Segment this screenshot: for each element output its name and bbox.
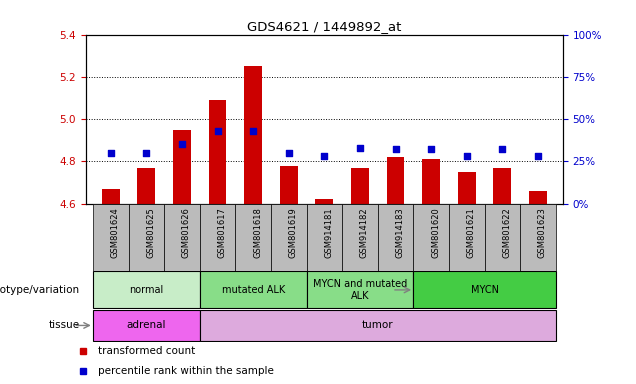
Point [533, 153, 543, 159]
Text: GSM914182: GSM914182 [360, 207, 369, 258]
Bar [93, 204, 128, 271]
Text: adrenal: adrenal [127, 320, 166, 331]
Text: GSM914181: GSM914181 [324, 207, 333, 258]
Bar [494, 168, 511, 204]
Point [355, 145, 365, 151]
Text: GSM801625: GSM801625 [146, 207, 155, 258]
Point [391, 146, 401, 152]
Bar [315, 199, 333, 204]
Bar [271, 204, 307, 271]
Text: percentile rank within the sample: percentile rank within the sample [98, 366, 273, 376]
Bar [387, 157, 404, 204]
Bar [164, 204, 200, 271]
Bar [280, 166, 298, 204]
Text: GSM801617: GSM801617 [218, 207, 226, 258]
Text: GSM801618: GSM801618 [253, 207, 262, 258]
Point [106, 150, 116, 156]
Text: tumor: tumor [362, 320, 394, 331]
Text: GSM801623: GSM801623 [538, 207, 547, 258]
Text: GSM914183: GSM914183 [396, 207, 404, 258]
Bar [200, 271, 307, 308]
Bar [449, 204, 485, 271]
Text: GSM801619: GSM801619 [289, 207, 298, 258]
Bar [351, 168, 369, 204]
Text: tissue: tissue [48, 320, 80, 331]
Text: GSM801622: GSM801622 [502, 207, 511, 258]
Bar [342, 204, 378, 271]
Text: MYCN: MYCN [471, 285, 499, 295]
Text: MYCN and mutated
ALK: MYCN and mutated ALK [313, 279, 407, 301]
Bar [209, 100, 226, 204]
Bar [307, 204, 342, 271]
Bar [93, 271, 200, 308]
Point [212, 128, 223, 134]
Bar [137, 168, 155, 204]
Bar [235, 204, 271, 271]
Bar [244, 66, 262, 204]
Point [319, 153, 329, 159]
Bar [529, 191, 547, 204]
Bar [200, 204, 235, 271]
Bar [520, 204, 556, 271]
Text: genotype/variation: genotype/variation [0, 285, 80, 295]
Bar [458, 172, 476, 204]
Bar [307, 271, 413, 308]
Bar [128, 204, 164, 271]
Text: transformed count: transformed count [98, 346, 195, 356]
Text: mutated ALK: mutated ALK [221, 285, 285, 295]
Text: GSM801624: GSM801624 [111, 207, 120, 258]
Point [497, 146, 508, 152]
Point [426, 146, 436, 152]
Point [141, 150, 151, 156]
Text: GSM801621: GSM801621 [467, 207, 476, 258]
Bar [200, 310, 556, 341]
Bar [485, 204, 520, 271]
Text: GSM801626: GSM801626 [182, 207, 191, 258]
Point [177, 141, 187, 147]
Text: normal: normal [129, 285, 163, 295]
Bar [378, 204, 413, 271]
Bar [93, 310, 200, 341]
Text: GSM801620: GSM801620 [431, 207, 440, 258]
Bar [422, 159, 440, 204]
Bar [413, 271, 556, 308]
Point [462, 153, 472, 159]
Title: GDS4621 / 1449892_at: GDS4621 / 1449892_at [247, 20, 401, 33]
Bar [173, 129, 191, 204]
Bar [413, 204, 449, 271]
Bar [102, 189, 120, 204]
Point [248, 128, 258, 134]
Point [284, 150, 294, 156]
